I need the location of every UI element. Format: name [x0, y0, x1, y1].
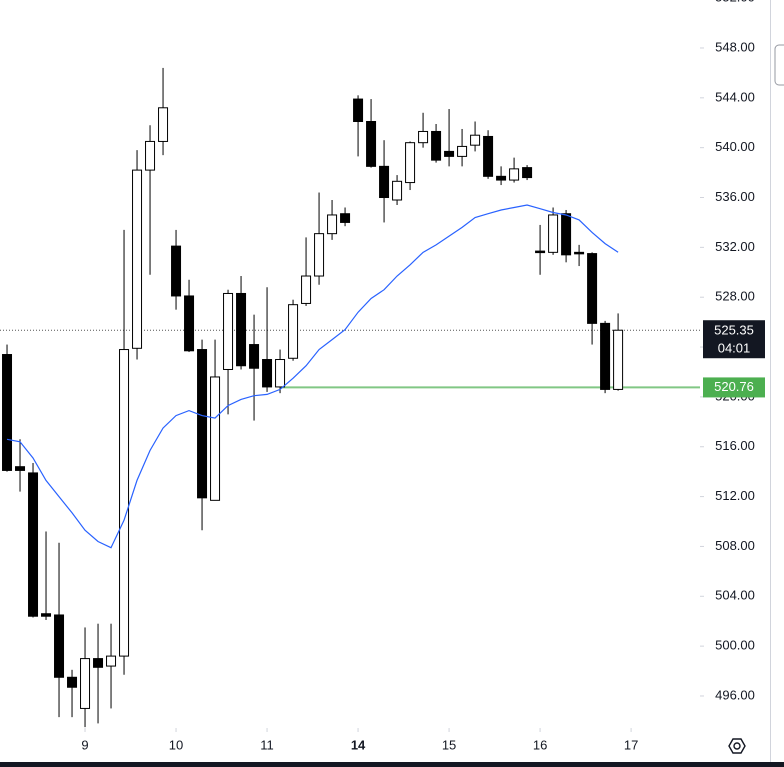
candle-body — [509, 168, 520, 181]
y-tick-label: 512.00 — [715, 488, 755, 503]
candle-body — [262, 359, 273, 388]
candle-body — [353, 98, 364, 122]
candle-body — [587, 253, 598, 324]
y-tick-label: 540.00 — [715, 139, 755, 154]
candle-body — [119, 349, 130, 657]
candle-body — [41, 613, 52, 617]
candle-body — [379, 165, 390, 199]
candle-body — [405, 142, 416, 184]
plot-area — [0, 67, 700, 728]
y-tick-label: 544.00 — [715, 89, 755, 104]
candle-body — [392, 180, 403, 201]
y-tick-label: 500.00 — [715, 638, 755, 653]
bottom-bar — [0, 762, 784, 767]
candle-body — [327, 214, 338, 235]
candle-body — [67, 676, 78, 688]
candle-body — [535, 250, 546, 254]
candle-body — [15, 466, 26, 471]
candle-body — [483, 135, 494, 177]
y-tick-label: 528.00 — [715, 289, 755, 304]
candle-body — [2, 354, 13, 471]
x-tick-label: 15 — [442, 737, 456, 752]
candle-body — [132, 169, 143, 349]
candle-body — [236, 292, 247, 367]
y-tick-label: 516.00 — [715, 438, 755, 453]
y-tick-label: 496.00 — [715, 687, 755, 702]
candle-body — [600, 322, 611, 390]
x-tick-label: 10 — [169, 737, 183, 752]
candle-body — [574, 251, 585, 255]
y-tick-label: 552.00 — [715, 0, 755, 5]
candle-body — [54, 614, 65, 678]
last-price-box — [703, 320, 765, 359]
candle-body — [288, 304, 299, 359]
candle-body — [548, 214, 559, 253]
candle-body — [522, 167, 533, 179]
candle-body — [431, 130, 442, 161]
x-tick-label: 11 — [260, 737, 274, 752]
candle-body — [28, 472, 39, 617]
candle-body — [444, 150, 455, 157]
candle-body — [613, 329, 624, 390]
candle-body — [93, 658, 104, 668]
y-tick-label: 532.00 — [715, 239, 755, 254]
candle-body — [275, 359, 286, 388]
candle-body — [249, 344, 260, 369]
candle-body — [223, 292, 234, 370]
x-tick-label: 17 — [624, 737, 638, 752]
candle-body — [561, 213, 572, 256]
candle-body — [340, 213, 351, 223]
candle-body — [301, 275, 312, 304]
candle-body — [158, 107, 169, 142]
moving-average-line — [6, 204, 619, 549]
candle-body — [184, 295, 195, 352]
candle-body — [171, 245, 182, 297]
candle-body — [314, 233, 325, 277]
y-tick-label: 536.00 — [715, 189, 755, 204]
x-tick-label: 14 — [351, 737, 366, 752]
settings-icon[interactable] — [728, 738, 746, 754]
candle-body — [197, 349, 208, 499]
hline-label-box — [703, 377, 765, 398]
candle-body — [366, 120, 377, 167]
last-price-label: 525.35 — [714, 323, 754, 338]
y-tick-label: 508.00 — [715, 538, 755, 553]
candle-body — [106, 655, 117, 667]
candle-body — [496, 175, 507, 181]
candle-body — [80, 658, 91, 709]
countdown-label: 04:01 — [718, 341, 751, 356]
candle-body — [145, 140, 156, 171]
y-tick-label: 504.00 — [715, 588, 755, 603]
hline-label: 520.76 — [714, 379, 754, 394]
candle-body — [418, 130, 429, 144]
candle-body — [457, 145, 468, 157]
y-tick-label: 548.00 — [715, 39, 755, 54]
x-tick-label: 16 — [533, 737, 547, 752]
side-button[interactable] — [774, 44, 784, 86]
x-tick-label: 9 — [81, 737, 88, 752]
candle-body — [470, 134, 481, 146]
candle-body — [210, 376, 221, 501]
